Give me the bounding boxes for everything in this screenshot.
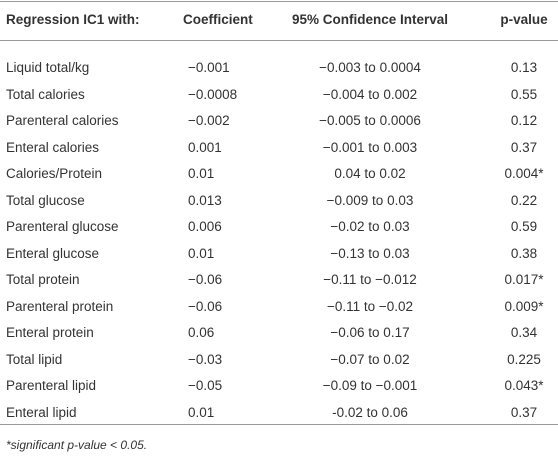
top-rule — [0, 1, 558, 2]
table-cell: 0.06 — [188, 325, 215, 340]
table-cell: −0.03 — [188, 351, 223, 367]
table-cell: −0.004 to 0.002 — [322, 86, 418, 102]
table-cell: −0.05 — [188, 378, 223, 393]
table-cell: Calories/Protein — [6, 166, 103, 181]
table-cell: 0.04 to 0.02 — [334, 166, 406, 181]
table-cell: −0.02 to 0.03 — [330, 219, 410, 234]
table-cell: Parenteral glucose — [6, 219, 119, 234]
table-cell: Total calories — [6, 86, 85, 102]
table-cell: -0.02 to 0.06 — [332, 404, 408, 420]
header-cell: p-value — [500, 12, 548, 27]
table-cell: −0.0008 — [188, 86, 238, 102]
table-cell: 0.55 — [510, 86, 538, 102]
table-cell: −0.001 to 0.003 — [322, 139, 418, 155]
bottom-rule — [0, 424, 558, 425]
table-cell: 0.12 — [510, 113, 538, 128]
table-cell: Parenteral lipid — [6, 378, 97, 393]
table-cell: Enteral calories — [6, 139, 100, 155]
table-cell: −0.005 to 0.0006 — [319, 113, 421, 128]
table-cell: 0.017* — [504, 272, 544, 287]
table-cell: −0.06 — [188, 272, 223, 287]
table-cell: 0.59 — [510, 219, 538, 234]
table-cell: 0.013 — [188, 192, 222, 208]
table-cell: −0.07 to 0.02 — [330, 351, 410, 367]
table-cell: 0.34 — [510, 325, 538, 340]
table-cell: Enteral glucose — [6, 245, 100, 261]
header-rule — [0, 40, 558, 41]
table-cell: 0.01 — [188, 166, 215, 181]
table-cell: −0.003 to 0.0004 — [319, 60, 421, 75]
table-cell: Total protein — [6, 272, 80, 287]
table-cell: Enteral lipid — [6, 404, 77, 420]
table-cell: 0.38 — [510, 245, 538, 261]
table-cell: −0.06 — [188, 298, 223, 314]
table-cell: 0.009* — [504, 298, 544, 314]
header-cell: 95% Confidence Interval — [291, 12, 449, 27]
table-cell: 0.001 — [188, 139, 222, 155]
table-cell: 0.006 — [188, 219, 222, 234]
table-cell: Total lipid — [6, 351, 63, 367]
table-cell: Enteral protein — [6, 325, 94, 340]
table-cell: 0.37 — [510, 404, 538, 420]
table-cell: 0.225 — [507, 351, 541, 367]
header-cell: Regression IC1 with: — [6, 12, 140, 27]
table-cell: 0.22 — [510, 192, 538, 208]
table-cell: −0.11 to −0.02 — [326, 298, 414, 314]
table-cell: Liquid total/kg — [6, 60, 90, 75]
table-cell: −0.001 — [188, 60, 230, 75]
table-cell: Total glucose — [6, 192, 85, 208]
header-cell: Coefficient — [183, 12, 253, 27]
table-cell: 0.01 — [188, 404, 215, 420]
table-cell: Parenteral protein — [6, 298, 114, 314]
table-cell: −0.002 — [188, 113, 230, 128]
table-cell: −0.13 to 0.03 — [330, 245, 410, 261]
footnote: *significant p-value < 0.05. — [6, 438, 148, 452]
table-cell: −0.009 to 0.03 — [326, 192, 414, 208]
table-cell: 0.004* — [504, 166, 544, 181]
table-cell: −0.06 to 0.17 — [330, 325, 410, 340]
table-cell: Parenteral calories — [6, 113, 119, 128]
table-cell: 0.13 — [510, 60, 538, 75]
table-cell: 0.043* — [504, 378, 544, 393]
table-cell: −0.11 to −0.012 — [323, 272, 417, 287]
table-cell: 0.37 — [510, 139, 538, 155]
table-cell: 0.01 — [188, 245, 215, 261]
table-cell: −0.09 to −0.001 — [322, 378, 418, 393]
